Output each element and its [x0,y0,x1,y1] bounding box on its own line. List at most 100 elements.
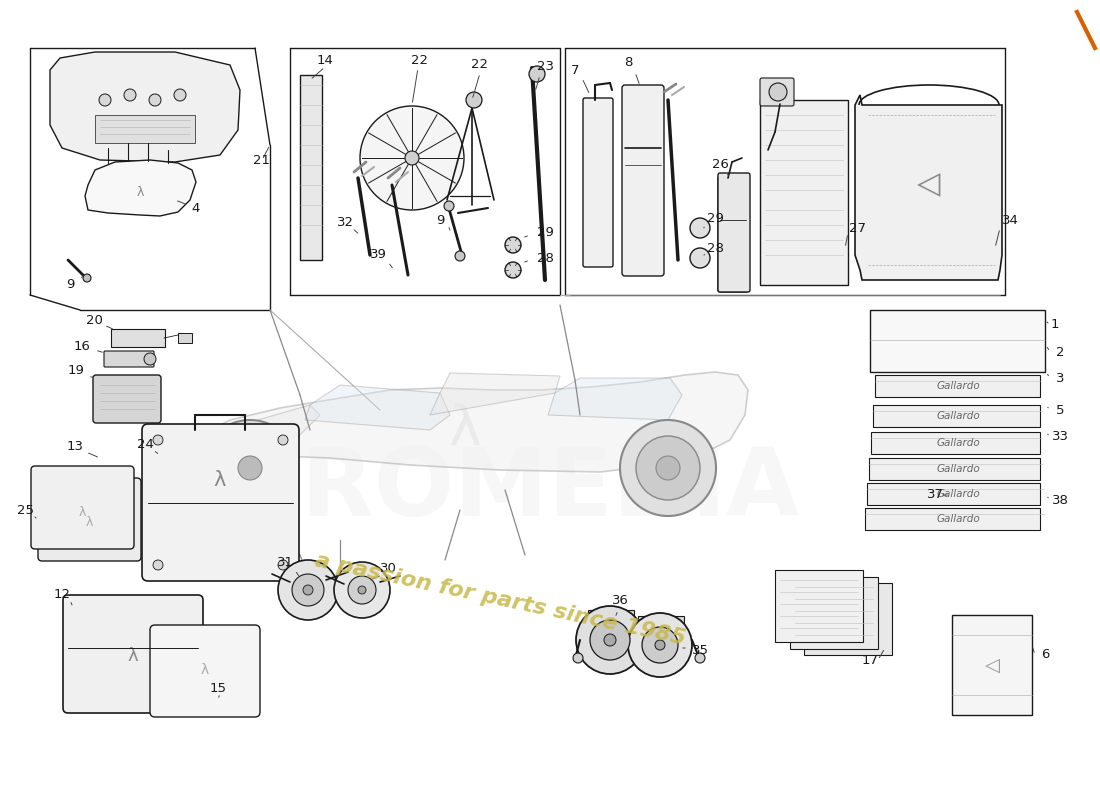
Text: 28: 28 [706,242,724,254]
Text: 35: 35 [692,643,708,657]
Circle shape [573,653,583,663]
Text: 22: 22 [411,54,429,66]
Circle shape [505,237,521,253]
Text: 29: 29 [706,211,724,225]
Text: 24: 24 [136,438,153,451]
Circle shape [278,560,288,570]
Text: λ: λ [136,186,144,198]
Circle shape [348,576,376,604]
FancyBboxPatch shape [583,98,613,267]
Text: 36: 36 [612,594,628,606]
FancyBboxPatch shape [104,351,154,367]
Circle shape [278,435,288,445]
Circle shape [334,562,390,618]
Polygon shape [175,372,748,472]
Bar [865,508,1040,530]
Circle shape [124,89,136,101]
Polygon shape [430,373,560,415]
Text: 6: 6 [1041,649,1049,662]
Text: Gallardo: Gallardo [936,464,980,474]
Circle shape [238,456,262,480]
Circle shape [153,435,163,445]
Circle shape [153,560,163,570]
Bar [867,483,1040,505]
Text: Gallardo: Gallardo [936,514,980,524]
Text: 17: 17 [861,654,879,666]
Text: 27: 27 [849,222,867,234]
Circle shape [99,94,111,106]
Polygon shape [548,378,682,420]
Polygon shape [855,95,1002,280]
Circle shape [690,218,710,238]
Circle shape [590,620,630,660]
Text: 12: 12 [54,589,70,602]
Text: 34: 34 [1002,214,1019,226]
Circle shape [529,66,544,82]
Text: 25: 25 [16,503,33,517]
Circle shape [690,248,710,268]
Circle shape [636,436,700,500]
Circle shape [604,634,616,646]
FancyBboxPatch shape [39,478,141,561]
FancyBboxPatch shape [638,616,684,634]
FancyBboxPatch shape [111,329,165,347]
Text: λ: λ [213,470,227,490]
Circle shape [302,585,313,595]
Bar [952,615,1032,715]
Bar [869,458,1040,480]
Text: ◁: ◁ [917,170,940,199]
Text: 31: 31 [276,555,294,569]
Text: 3: 3 [1056,371,1065,385]
Circle shape [360,106,464,210]
Text: 20: 20 [86,314,102,326]
Text: 1: 1 [1050,318,1059,331]
Text: λ: λ [128,647,139,665]
Circle shape [455,251,465,261]
FancyBboxPatch shape [150,625,260,717]
Text: 16: 16 [74,341,90,354]
Bar [873,405,1040,427]
Circle shape [656,456,680,480]
FancyBboxPatch shape [588,610,634,628]
Circle shape [628,613,692,677]
Bar [871,432,1040,454]
Text: Gallardo: Gallardo [936,438,980,448]
Text: 7: 7 [571,63,580,77]
Bar [95,115,195,143]
Circle shape [576,606,643,674]
Text: 5: 5 [1056,403,1065,417]
Text: 29: 29 [537,226,553,238]
Polygon shape [175,405,320,462]
Text: 9: 9 [436,214,444,226]
Text: ◁: ◁ [984,655,1000,674]
Text: 22: 22 [472,58,488,71]
FancyBboxPatch shape [142,424,299,581]
Text: 38: 38 [1052,494,1068,506]
FancyBboxPatch shape [621,85,664,276]
Circle shape [642,627,678,663]
Circle shape [278,560,338,620]
Text: 39: 39 [370,249,386,262]
Text: λ: λ [86,517,92,530]
Circle shape [174,89,186,101]
Circle shape [405,151,419,165]
Bar [300,75,322,260]
Text: 32: 32 [337,215,353,229]
Text: λ: λ [449,403,482,457]
Text: Gallardo: Gallardo [936,381,980,391]
Text: 2: 2 [1056,346,1065,358]
Polygon shape [305,385,450,430]
Text: 14: 14 [317,54,333,66]
Circle shape [444,201,454,211]
Bar [790,577,878,649]
Text: 19: 19 [67,363,85,377]
Text: 15: 15 [209,682,227,694]
Text: 26: 26 [712,158,728,171]
Bar [776,570,864,642]
Circle shape [202,420,298,516]
Circle shape [144,353,156,365]
Bar [178,333,192,343]
Text: λ: λ [201,663,209,677]
Text: EUROMEDIA: EUROMEDIA [161,444,800,536]
Text: 4: 4 [191,202,200,214]
